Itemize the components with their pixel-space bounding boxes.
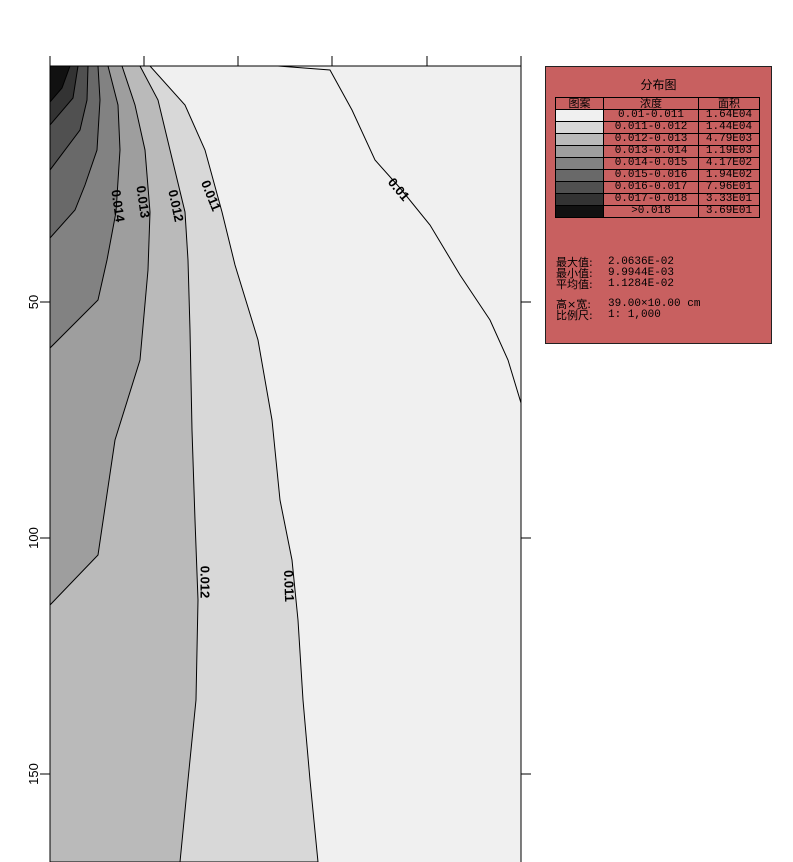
dim-scale: 比例尺: 1: 1,000 bbox=[556, 309, 700, 322]
legend-swatch bbox=[555, 193, 604, 206]
legend-area: 1.64E04 bbox=[698, 109, 760, 122]
legend-row: >0.018 3.69E01 bbox=[555, 205, 760, 218]
dim-scale-label: 比例尺: bbox=[556, 309, 593, 322]
dim-scale-value: 1: 1,000 bbox=[608, 309, 661, 321]
legend-area: 1.19E03 bbox=[698, 145, 760, 158]
contour-label: 0.012 bbox=[198, 566, 213, 599]
legend-row: 0.013-0.014 1.19E03 bbox=[555, 145, 760, 158]
legend-area: 4.79E03 bbox=[698, 133, 760, 146]
stat-max: 最大值: 2.0636E-02 bbox=[556, 256, 700, 269]
legend-swatch bbox=[555, 145, 604, 158]
legend-area: 4.17E02 bbox=[698, 157, 760, 170]
stat-min: 最小值: 9.9944E-03 bbox=[556, 267, 700, 280]
legend-area: 7.96E01 bbox=[698, 181, 760, 194]
legend-swatch bbox=[555, 205, 604, 218]
stat-mean-value: 1.1284E-02 bbox=[608, 278, 675, 290]
legend-panel: 分布图 图案 浓度 面积 0.01-0.011 1.64E04 0.011-0.01… bbox=[545, 66, 772, 344]
legend-range: 0.016-0.017 bbox=[603, 181, 699, 194]
legend-range: >0.018 bbox=[603, 205, 699, 218]
contour-line-0.01 bbox=[277, 66, 521, 404]
y-tick-label: 100 bbox=[26, 527, 41, 549]
legend-header-concentration: 浓度 bbox=[603, 97, 699, 110]
legend-row: 0.016-0.017 7.96E01 bbox=[555, 181, 760, 194]
legend-swatch bbox=[555, 181, 604, 194]
dim-size-label: 高×宽: bbox=[556, 298, 591, 311]
dim-size: 高×宽: 39.00×10.00 cm bbox=[556, 298, 701, 311]
y-tick-label: 150 bbox=[26, 763, 41, 785]
stat-min-value: 9.9944E-03 bbox=[608, 267, 675, 279]
legend-range: 0.014-0.015 bbox=[603, 157, 699, 170]
legend-range: 0.011-0.012 bbox=[603, 121, 699, 134]
legend-range: 0.01-0.011 bbox=[603, 109, 699, 122]
dim-size-value: 39.00×10.00 cm bbox=[608, 298, 701, 310]
stat-mean: 平均值: 1.1284E-02 bbox=[556, 278, 700, 291]
contour-label: 0.012 bbox=[165, 188, 186, 223]
legend-area: 1.44E04 bbox=[698, 121, 760, 134]
y-tick-label: 50 bbox=[26, 295, 41, 309]
legend-header-area: 面积 bbox=[698, 97, 760, 110]
legend-title: 分布图 bbox=[640, 78, 677, 92]
legend-range: 0.012-0.013 bbox=[603, 133, 699, 146]
legend-row: 0.01-0.011 1.64E04 bbox=[555, 109, 760, 122]
legend-area: 3.69E01 bbox=[698, 205, 760, 218]
y-axis-ticks: 50 100 150 bbox=[26, 295, 531, 785]
legend-row: 0.011-0.012 1.44E04 bbox=[555, 121, 760, 134]
legend-swatch bbox=[555, 121, 604, 134]
legend-area: 3.33E01 bbox=[698, 193, 760, 206]
legend-swatch bbox=[555, 133, 604, 146]
contour-label: 0.011 bbox=[281, 570, 297, 602]
legend-row: 0.014-0.015 4.17E02 bbox=[555, 157, 760, 170]
contour-label: 0.014 bbox=[108, 189, 127, 224]
contour-label: 0.013 bbox=[133, 185, 152, 219]
legend-range: 0.013-0.014 bbox=[603, 145, 699, 158]
stat-max-value: 2.0636E-02 bbox=[608, 256, 675, 268]
legend-table: 图案 浓度 面积 0.01-0.011 1.64E04 0.011-0.012 1.4… bbox=[555, 97, 760, 218]
legend-header-pattern: 图案 bbox=[555, 97, 604, 110]
legend-swatch bbox=[555, 109, 604, 122]
legend-row: 0.015-0.016 1.94E02 bbox=[555, 169, 760, 182]
stat-min-label: 最小值: bbox=[556, 267, 593, 280]
legend-row: 0.012-0.013 4.79E03 bbox=[555, 133, 760, 146]
legend-area: 1.94E02 bbox=[698, 169, 760, 182]
legend-swatch bbox=[555, 169, 604, 182]
band-above-0.018 bbox=[50, 66, 71, 103]
stat-max-label: 最大值: bbox=[556, 256, 593, 269]
legend-swatch bbox=[555, 157, 604, 170]
legend-row: 0.017-0.018 3.33E01 bbox=[555, 193, 760, 206]
legend-stats: 最大值: 2.0636E-02 最小值: 9.9944E-03 平均值: 1.1… bbox=[556, 256, 701, 322]
stat-mean-label: 平均值: bbox=[556, 278, 593, 291]
legend-range: 0.017-0.018 bbox=[603, 193, 699, 206]
legend-range: 0.015-0.016 bbox=[603, 169, 699, 182]
top-ticks bbox=[49, 56, 522, 66]
